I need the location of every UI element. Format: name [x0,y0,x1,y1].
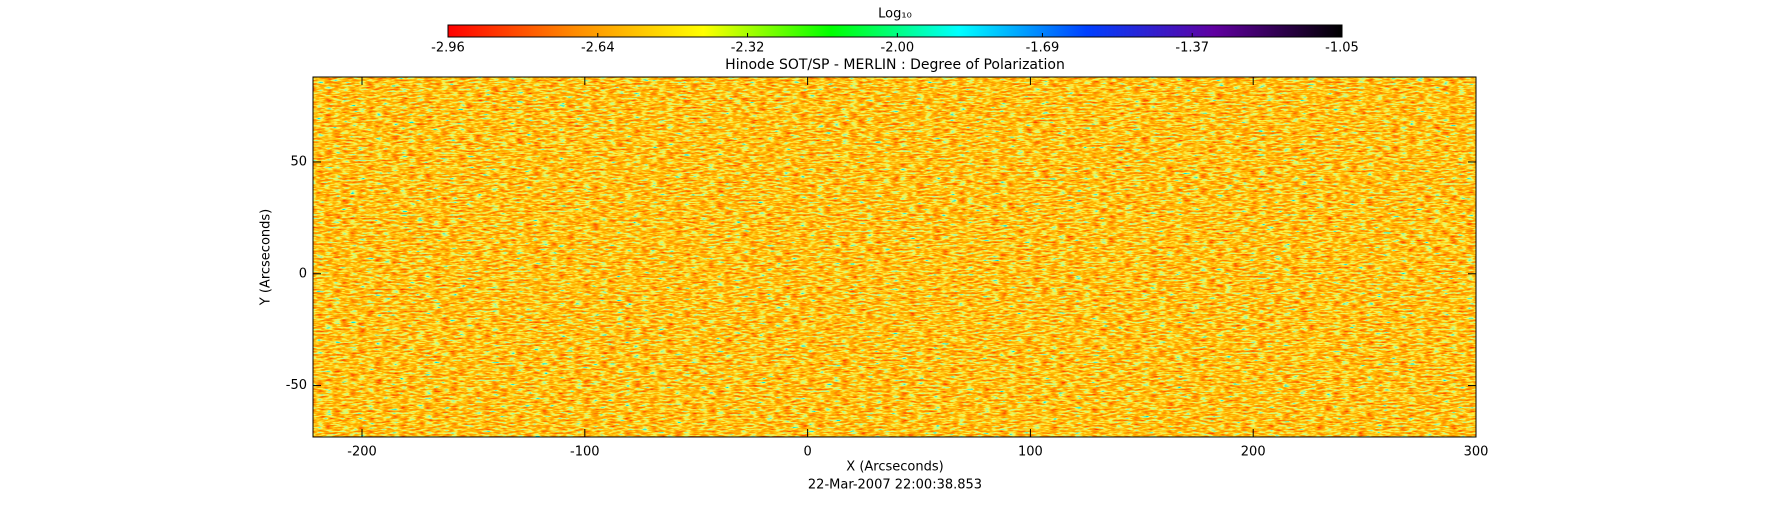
colorbar-tick-label: -2.96 [431,41,465,56]
polarization-image [313,77,1476,437]
colorbar [447,24,1343,38]
x-axis-label: X (Arcseconds) [846,460,943,475]
x-tick-label: 300 [1464,445,1489,460]
colorbar-tick-label: -2.00 [881,41,915,56]
date-label: 22-Mar-2007 22:00:38.853 [808,478,982,493]
y-tick-label: 50 [290,154,307,169]
colorbar-tick-label: -2.32 [731,41,765,56]
plot-frame [312,76,1477,438]
y-tick-label: 0 [299,266,307,281]
x-tick-label: 200 [1241,445,1266,460]
x-tick-label: 100 [1018,445,1043,460]
x-tick-label: 0 [803,445,811,460]
colorbar-tick-label: -2.64 [581,41,615,56]
y-axis-label: Y (Arcseconds) [259,209,274,306]
x-tick-label: -100 [570,445,600,460]
chart-title: Hinode SOT/SP - MERLIN : Degree of Polar… [725,57,1065,73]
colorbar-tick-label: -1.37 [1175,41,1209,56]
y-tick-label: -50 [286,378,307,393]
colorbar-tick-label: -1.05 [1325,41,1359,56]
colorbar-label: Log₁₀ [878,7,912,22]
colorbar-tick-label: -1.69 [1026,41,1060,56]
x-tick-label: -200 [347,445,377,460]
